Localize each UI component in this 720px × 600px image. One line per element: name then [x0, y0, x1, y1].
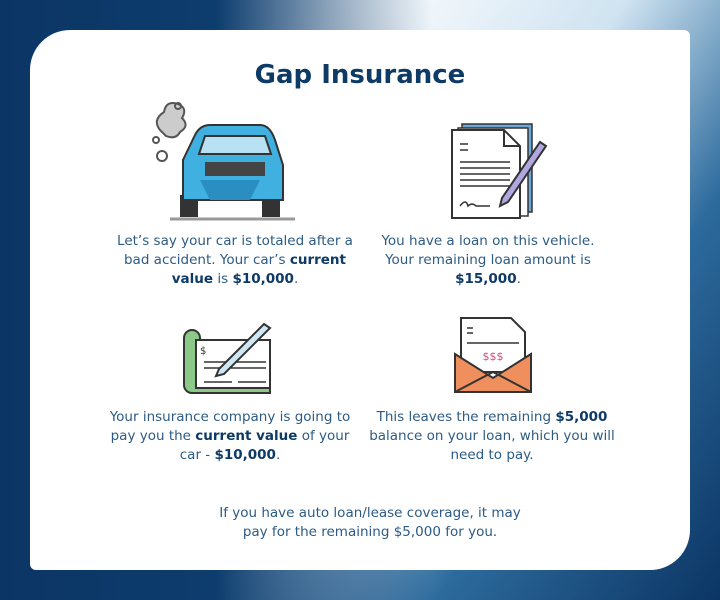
- svg-text:$: $: [200, 346, 206, 357]
- step-4-text: This leaves the remaining $5,000 balance…: [369, 409, 615, 463]
- svg-text:$$$: $$$: [483, 350, 504, 363]
- page-title: Gap Insurance: [254, 60, 466, 90]
- footer-note: If you have auto loan/lease coverage, it…: [219, 505, 521, 540]
- signed-loan-document-icon: [451, 123, 548, 219]
- check-and-pen-icon: $: [183, 322, 272, 394]
- wrecked-car-icon: [152, 102, 295, 221]
- bill-envelope-icon: $$$: [454, 317, 532, 393]
- step-3-text: Your insurance company is going to pay y…: [109, 409, 351, 463]
- step-2-text: You have a loan on this vehicle. Your re…: [381, 233, 595, 287]
- infographic-card: [30, 30, 690, 570]
- step-1-text: Let’s say your car is totaled after a ba…: [117, 233, 353, 287]
